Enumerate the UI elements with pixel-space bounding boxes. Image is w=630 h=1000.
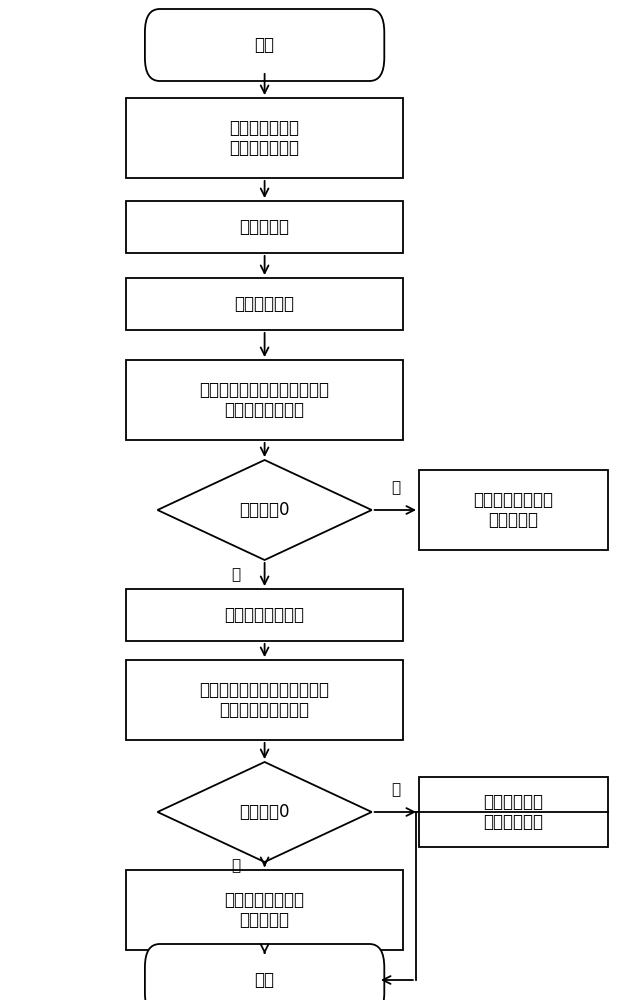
FancyBboxPatch shape xyxy=(126,660,403,740)
Text: 是否等于0: 是否等于0 xyxy=(239,803,290,821)
FancyBboxPatch shape xyxy=(126,360,403,440)
Text: 否: 否 xyxy=(232,858,241,874)
Text: 标准化模型: 标准化模型 xyxy=(239,218,290,236)
FancyBboxPatch shape xyxy=(126,201,403,253)
Text: 是否等于0: 是否等于0 xyxy=(239,501,290,519)
FancyBboxPatch shape xyxy=(145,944,384,1000)
FancyBboxPatch shape xyxy=(126,98,403,178)
Text: 状态空间描述的
航天器控制系统: 状态空间描述的 航天器控制系统 xyxy=(229,119,300,157)
Text: 开始: 开始 xyxy=(255,36,275,54)
Text: 是: 是 xyxy=(391,481,400,495)
Text: 否: 否 xyxy=(232,567,241,582)
Text: 是: 是 xyxy=(391,782,400,798)
Text: 基于故障矢量余弦相似度的可
隔离性量化评价指标: 基于故障矢量余弦相似度的可 隔离性量化评价指标 xyxy=(200,681,329,719)
FancyBboxPatch shape xyxy=(419,777,608,847)
FancyBboxPatch shape xyxy=(145,9,384,81)
FancyBboxPatch shape xyxy=(126,870,403,950)
Polygon shape xyxy=(158,762,372,862)
FancyBboxPatch shape xyxy=(126,589,403,641)
Text: 故障可被检测
但不可被隔离: 故障可被检测 但不可被隔离 xyxy=(483,793,544,831)
Text: 故障不可被检测且
不可被隔离: 故障不可被检测且 不可被隔离 xyxy=(474,491,553,529)
Text: 结束: 结束 xyxy=(255,971,275,989)
FancyBboxPatch shape xyxy=(419,470,608,550)
Text: 故障具有可检测性: 故障具有可检测性 xyxy=(225,606,304,624)
FancyBboxPatch shape xyxy=(126,278,403,330)
Text: 等价空间变换: 等价空间变换 xyxy=(234,295,295,313)
Text: 基于故障矢量分布概率的可检
测性量化评价指标: 基于故障矢量分布概率的可检 测性量化评价指标 xyxy=(200,381,329,419)
Text: 故障具有可检测性
和可隔离性: 故障具有可检测性 和可隔离性 xyxy=(225,891,304,929)
Polygon shape xyxy=(158,460,372,560)
